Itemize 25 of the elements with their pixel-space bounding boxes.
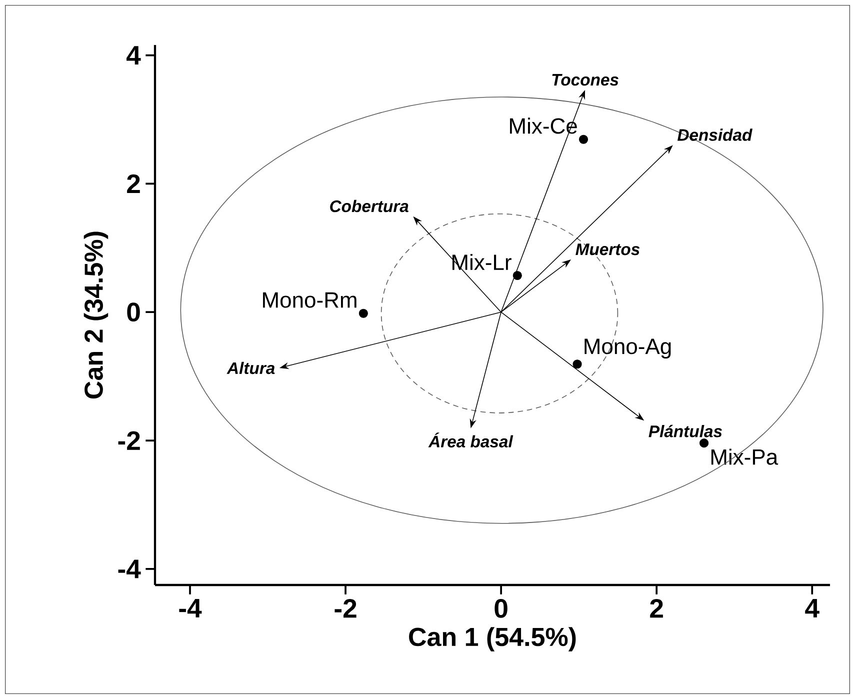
annotation: Plántulas <box>648 424 722 438</box>
annotation: Muertos <box>576 244 640 256</box>
x-tick-label: 2 <box>650 599 663 618</box>
point <box>578 134 588 144</box>
y-tick-label: 2 <box>127 174 140 193</box>
annotation: Mono-Ag <box>584 338 671 359</box>
annotation: Altura <box>226 362 275 374</box>
x-tick-label: 0 <box>494 599 508 618</box>
point <box>358 308 368 318</box>
point <box>572 360 582 369</box>
point <box>512 270 522 280</box>
annotation: Cobertura <box>330 200 408 212</box>
y-tick-label: -4 <box>118 560 141 578</box>
y-tick-label: -2 <box>118 431 140 450</box>
x-axis-title: Can 1 (54.5%) <box>409 627 576 652</box>
x-tick-label: 4 <box>805 599 820 618</box>
y-tick-label: 0 <box>127 302 140 322</box>
y-axis-title: Can 2 (34.5%) <box>84 232 108 398</box>
annotation: Área basal <box>428 432 514 448</box>
point <box>699 438 709 448</box>
annotation: Mono-Rm <box>263 292 356 308</box>
x-tick-label: -4 <box>179 599 202 618</box>
y-tick-label: 4 <box>126 46 141 64</box>
x-tick-label: -2 <box>334 599 356 618</box>
annotation: Tocones <box>552 74 618 86</box>
